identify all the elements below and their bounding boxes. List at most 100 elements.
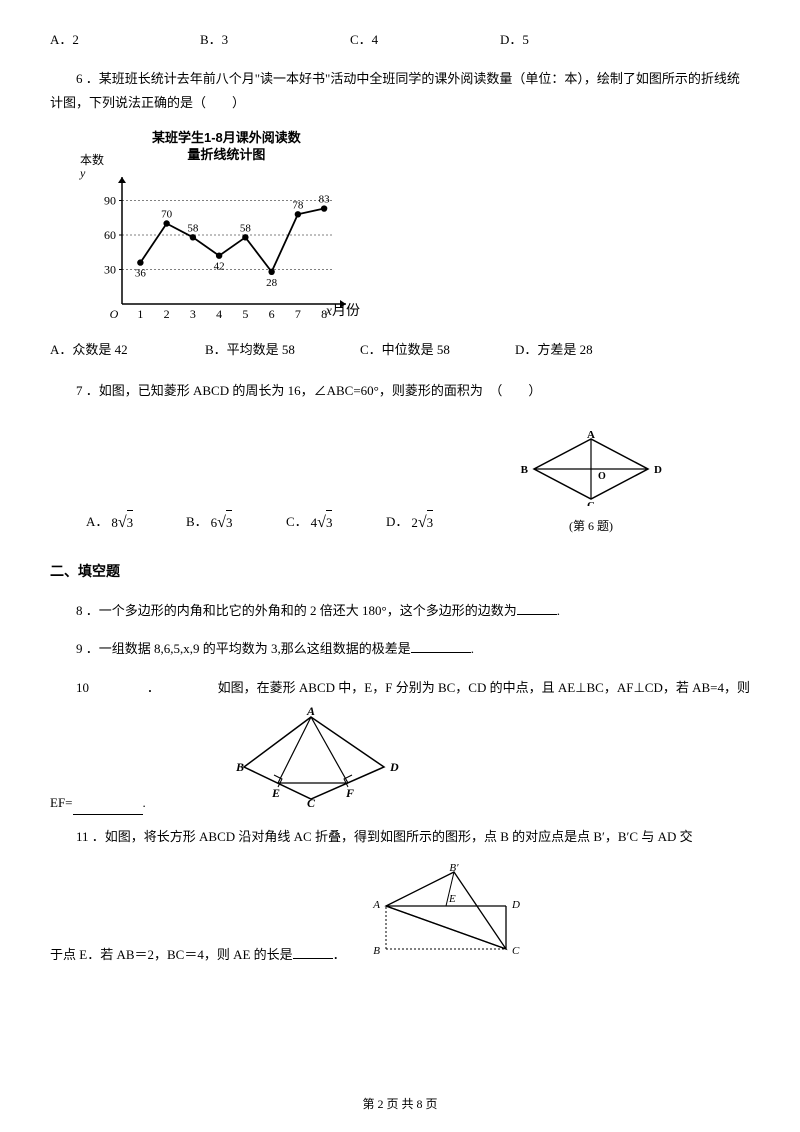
svg-text:A: A bbox=[306, 707, 315, 718]
q7-option-d: D． 2√3 bbox=[386, 508, 486, 538]
svg-text:B′: B′ bbox=[449, 864, 459, 874]
svg-text:D: D bbox=[389, 760, 399, 774]
svg-text:C: C bbox=[307, 796, 316, 807]
q6-text: 6 ．某班班长统计去年前八个月"读一本好书"活动中全班同学的课外阅读数量（单位：… bbox=[50, 67, 750, 116]
q8: 8 ．一个多边形的内角和比它的外角和的 2 倍还大 180°，这个多边形的边数为… bbox=[50, 599, 750, 624]
line-chart-svg: 30609012345678O3670584258287883 bbox=[94, 164, 364, 334]
svg-text:D: D bbox=[654, 464, 662, 476]
svg-text:5: 5 bbox=[242, 307, 248, 321]
q10-ef-pre: EF= bbox=[50, 791, 73, 816]
q7-d-rad: 3 bbox=[427, 510, 434, 536]
q10-ef-post: . bbox=[143, 791, 146, 816]
svg-text:6: 6 bbox=[269, 307, 275, 321]
q7-a-pre: A． bbox=[86, 510, 108, 535]
q11-line1: 11 ．如图，将长方形 ABCD 沿对角线 AC 折叠，得到如图所示的图形，点 … bbox=[50, 825, 750, 850]
svg-text:2: 2 bbox=[164, 307, 170, 321]
q8-blank bbox=[517, 601, 557, 615]
section-2-title: 二、填空题 bbox=[50, 558, 750, 585]
svg-text:36: 36 bbox=[135, 268, 147, 280]
q6-option-b: B．平均数是 58 bbox=[205, 338, 360, 363]
svg-text:7: 7 bbox=[295, 307, 301, 321]
x-axis-label: x月份 bbox=[326, 299, 360, 326]
q10-figure-row: EF=. A B D C E F bbox=[50, 701, 750, 816]
q7-options: A． 8√3 B． 6√3 C． 4√3 D． 2√3 bbox=[50, 508, 486, 538]
svg-text:C: C bbox=[587, 500, 595, 506]
svg-text:B: B bbox=[521, 464, 529, 476]
svg-text:42: 42 bbox=[214, 261, 225, 273]
q9-pre: 9 ．一组数据 8,6,5,x,9 的平均数为 3,那么这组数据的极差是 bbox=[76, 641, 411, 656]
chart-title-l1: 某班学生1-8月课外阅读数 bbox=[152, 130, 301, 145]
q11-blank bbox=[293, 945, 333, 959]
q7-c-rad: 3 bbox=[326, 510, 333, 536]
q11-figure: A B B′ C D E bbox=[366, 864, 526, 968]
svg-text:28: 28 bbox=[266, 277, 278, 289]
q7-text: 7 ．如图，已知菱形 ABCD 的周长为 16，∠ABC=60°，则菱形的面积为… bbox=[50, 379, 750, 404]
q8-post: . bbox=[557, 603, 560, 618]
q6-option-d: D．方差是 28 bbox=[515, 338, 670, 363]
svg-text:58: 58 bbox=[240, 222, 252, 234]
option-c: C．4 bbox=[350, 28, 500, 53]
svg-text:D: D bbox=[511, 899, 520, 911]
svg-text:B: B bbox=[235, 760, 244, 774]
x-label-text: 月份 bbox=[332, 304, 360, 319]
q9-blank bbox=[411, 639, 471, 653]
q11-line2-row: 于点 E．若 AB＝2，BC＝4，则 AE 的长是 ． A B B′ C D E bbox=[50, 864, 750, 968]
chart-title-l2: 量折线统计图 bbox=[187, 147, 265, 162]
svg-text:O: O bbox=[598, 471, 606, 482]
svg-text:78: 78 bbox=[292, 199, 304, 211]
svg-text:E: E bbox=[271, 786, 280, 800]
svg-text:90: 90 bbox=[104, 194, 116, 208]
svg-text:B: B bbox=[373, 945, 380, 957]
svg-text:58: 58 bbox=[187, 222, 199, 234]
q7-b-pre: B． bbox=[186, 510, 208, 535]
q10-dot: ． bbox=[147, 676, 160, 701]
q10-blank bbox=[73, 801, 143, 815]
q11-fold-svg: A B B′ C D E bbox=[366, 864, 526, 959]
q10-num: 10 bbox=[50, 676, 89, 701]
q6-options: A．众数是 42 B．平均数是 58 C．中位数是 58 D．方差是 28 bbox=[50, 338, 750, 363]
q7-d-pre: D． bbox=[386, 510, 408, 535]
svg-text:A: A bbox=[372, 899, 380, 911]
q7-option-b: B． 6√3 bbox=[186, 508, 286, 538]
q11-line2: 于点 E．若 AB＝2，BC＝4，则 AE 的长是 ． bbox=[50, 943, 346, 968]
q10-text: 如图，在菱形 ABCD 中，E，F 分别为 BC，CD 的中点，且 AE⊥BC，… bbox=[218, 676, 750, 701]
svg-text:C: C bbox=[512, 945, 520, 957]
q8-pre: 8 ．一个多边形的内角和比它的外角和的 2 倍还大 180°，这个多边形的边数为 bbox=[76, 603, 517, 618]
q11-pre: 于点 E．若 AB＝2，BC＝4，则 AE 的长是 bbox=[50, 947, 293, 962]
svg-text:60: 60 bbox=[104, 228, 116, 242]
option-b: B．3 bbox=[200, 28, 350, 53]
q9-post: . bbox=[471, 641, 474, 656]
q7-c-pre: C． bbox=[286, 510, 308, 535]
q7-b-rad: 3 bbox=[226, 510, 233, 536]
q6-option-c: C．中位数是 58 bbox=[360, 338, 515, 363]
q6-option-a: A．众数是 42 bbox=[50, 338, 205, 363]
q7-row: A． 8√3 B． 6√3 C． 4√3 D． 2√3 A B C D O (第… bbox=[50, 431, 750, 537]
svg-text:O: O bbox=[110, 307, 119, 321]
q10-rhombus-svg: A B D C E F bbox=[226, 707, 406, 807]
svg-text:1: 1 bbox=[137, 307, 143, 321]
q7-figure-wrap: A B C D O (第 6 题) bbox=[516, 431, 666, 537]
svg-text:E: E bbox=[448, 893, 456, 905]
option-d: D．5 bbox=[500, 28, 650, 53]
svg-text:70: 70 bbox=[161, 209, 173, 221]
q6-chart: 某班学生1-8月课外阅读数 量折线统计图 本数 y 30609012345678… bbox=[80, 130, 360, 330]
q7-option-c: C． 4√3 bbox=[286, 508, 386, 538]
q11-post: ． bbox=[333, 947, 346, 962]
page-footer: 第 2 页 共 8 页 bbox=[0, 1093, 800, 1116]
q10-row: 10 ． 如图，在菱形 ABCD 中，E，F 分别为 BC，CD 的中点，且 A… bbox=[50, 676, 750, 701]
svg-text:A: A bbox=[587, 431, 595, 441]
q7-caption: (第 6 题) bbox=[516, 515, 666, 538]
q7-a-rad: 3 bbox=[127, 510, 134, 536]
q10-figure: A B D C E F bbox=[226, 707, 406, 816]
q-prev-options: A．2 B．3 C．4 D．5 bbox=[50, 28, 750, 53]
svg-text:3: 3 bbox=[190, 307, 196, 321]
chart-title: 某班学生1-8月课外阅读数 量折线统计图 bbox=[152, 130, 301, 164]
svg-text:4: 4 bbox=[216, 307, 222, 321]
option-a: A．2 bbox=[50, 28, 200, 53]
svg-text:F: F bbox=[345, 786, 354, 800]
q7-rhombus-svg: A B C D O bbox=[516, 431, 666, 506]
svg-text:30: 30 bbox=[104, 263, 116, 277]
svg-text:83: 83 bbox=[319, 194, 331, 206]
q7-option-a: A． 8√3 bbox=[86, 508, 186, 538]
q9: 9 ．一组数据 8,6,5,x,9 的平均数为 3,那么这组数据的极差是. bbox=[50, 637, 750, 662]
